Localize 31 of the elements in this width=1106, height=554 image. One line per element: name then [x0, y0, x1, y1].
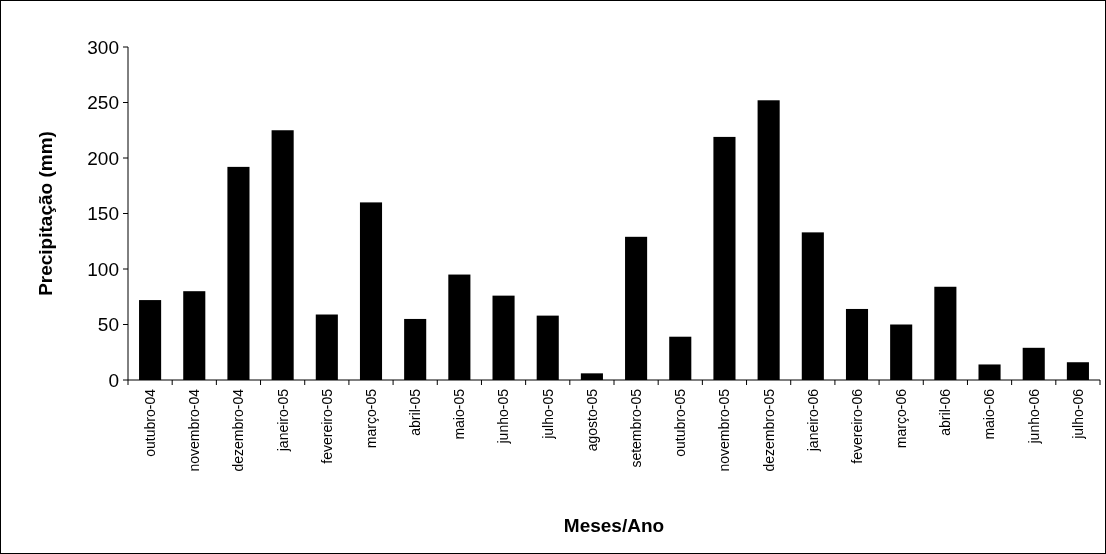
y-axis-title: Precipitação (mm) [35, 131, 56, 296]
y-tick-label: 300 [87, 36, 119, 58]
x-tick-label: janeiro-05 [274, 388, 291, 453]
x-tick-label: dezembro-05 [760, 388, 777, 472]
y-tick-label: 50 [97, 314, 119, 336]
x-tick-label: julho-06 [1069, 388, 1086, 440]
y-tick-label: 150 [87, 203, 119, 225]
x-tick-label: julho-05 [539, 388, 556, 440]
x-tick-label: junho-06 [1025, 388, 1042, 445]
y-tick-label: 0 [108, 369, 119, 391]
y-tick-label: 250 [87, 92, 119, 114]
x-tick-label: outubro-05 [672, 388, 689, 457]
x-tick-label: janeiro-06 [804, 388, 821, 453]
x-tick-label: março-05 [362, 388, 379, 449]
y-tick-label: 200 [87, 147, 119, 169]
x-tick-label: maio-05 [451, 388, 468, 440]
y-tick-label: 100 [87, 258, 119, 280]
x-tick-label: junho-05 [495, 388, 512, 445]
x-tick-label: novembro-05 [716, 388, 733, 472]
x-tick-label: novembro-04 [186, 388, 203, 472]
x-tick-label: setembro-05 [627, 388, 644, 468]
x-axis-title: Meses/Ano [563, 515, 665, 536]
x-tick-label: outubro-04 [141, 388, 158, 457]
x-tick-label: março-06 [893, 388, 910, 449]
x-tick-label: dezembro-04 [230, 388, 247, 472]
x-tick-label: abril-06 [937, 388, 954, 436]
x-tick-label: maio-06 [981, 388, 998, 440]
x-tick-label: abril-05 [407, 388, 424, 436]
x-tick-label: agosto-05 [583, 388, 600, 452]
x-tick-label: fevereiro-05 [318, 388, 335, 464]
x-tick-label: fevereiro-06 [848, 388, 865, 464]
